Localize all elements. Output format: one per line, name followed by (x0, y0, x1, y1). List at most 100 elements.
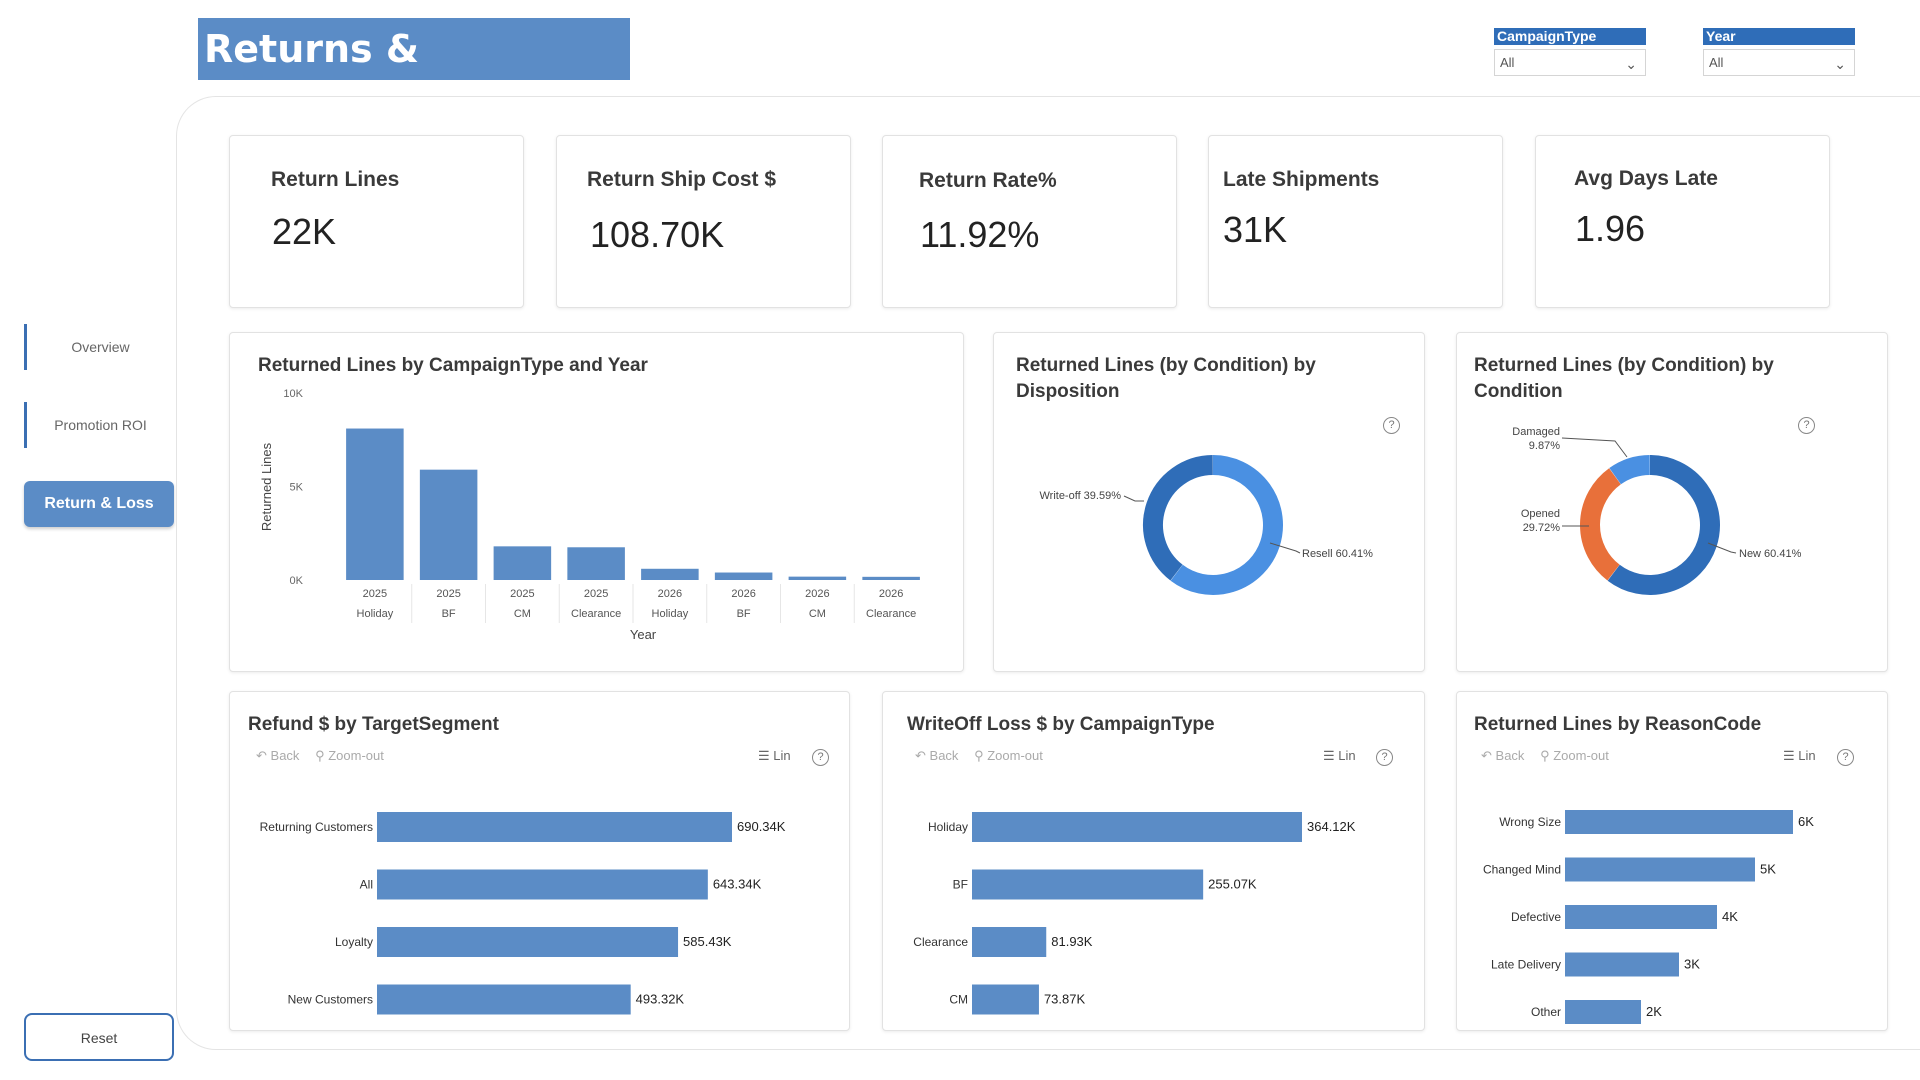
nav-promotion-roi-button[interactable]: Promotion ROI (24, 402, 174, 448)
back-icon: ↶ (915, 748, 926, 763)
campaigntype-dropdown[interactable]: All ⌄ (1494, 49, 1646, 76)
help-icon[interactable]: ? (812, 749, 829, 766)
linear-scale-button[interactable]: ☰ Lin (758, 748, 791, 763)
donut-slice (1170, 455, 1283, 595)
zoom-out-icon: ⚲ (1540, 748, 1550, 763)
category-label: New Customers (288, 993, 373, 1007)
donut-svg: Resell 60.41% Write-off 39.59% (1039, 455, 1373, 595)
writeoff-loss-by-campaigntype-chart[interactable]: WriteOff Loss $ by CampaignType ↶ Back ⚲… (882, 691, 1425, 1031)
bar (972, 984, 1039, 1015)
bar-chart-svg: Returning Customers 690.34K All 643.34K Loya… (260, 812, 786, 1015)
chevron-down-icon[interactable]: ⌄ (1834, 56, 1846, 72)
returned-lines-by-campaign-year-chart[interactable]: Returned Lines by CampaignType and Year … (229, 332, 964, 672)
slice-label: Resell 60.41% (1302, 548, 1373, 560)
x-tick-label: 2026 (879, 588, 903, 600)
linear-scale-button[interactable]: ☰ Lin (1323, 748, 1356, 763)
data-label: 690.34K (737, 819, 786, 834)
back-button[interactable]: ↶ Back (1481, 748, 1525, 763)
x-tick-label: CM (809, 608, 826, 620)
page-title: Returns & Disposals (198, 18, 630, 133)
returned-lines-by-reasoncode-chart[interactable]: Returned Lines by ReasonCode ↶ Back ⚲ Zo… (1456, 691, 1888, 1031)
data-label: 5K (1760, 862, 1776, 877)
kpi-label: Late Shipments (1223, 168, 1380, 191)
help-icon[interactable]: ? (1383, 417, 1400, 434)
back-icon: ↶ (256, 748, 267, 763)
category-label: BF (953, 878, 968, 892)
data-label: 255.07K (1208, 877, 1257, 892)
category-label: Late Delivery (1491, 958, 1561, 972)
category-label: Returning Customers (260, 820, 373, 834)
bar (972, 812, 1302, 842)
chevron-down-icon[interactable]: ⌄ (1625, 56, 1637, 72)
donut-slice (1143, 455, 1214, 581)
campaigntype-slicer[interactable]: CampaignType All ⌄ (1494, 28, 1646, 76)
x-tick-label: 2025 (436, 588, 460, 600)
y-axis-title: Returned Lines (259, 442, 274, 531)
help-icon[interactable]: ? (1837, 749, 1854, 766)
bar (862, 576, 920, 580)
x-tick-label: 2026 (658, 588, 682, 600)
bar-chart-svg: Wrong Size 6K Changed Mind 5K Defective 4K Lat… (1483, 810, 1814, 1024)
refund-by-targetsegment-chart[interactable]: Refund $ by TargetSegment ↶ Back ⚲ Zoom-… (229, 691, 850, 1031)
kpi-card-late-shipments: Late Shipments 31K (1208, 135, 1503, 308)
year-dropdown[interactable]: All ⌄ (1703, 49, 1855, 76)
y-tick-label: 10K (283, 388, 303, 400)
visual-toolbar: ↶ Back ⚲ Zoom-out (256, 748, 384, 764)
kpi-card-avg-days-late: Avg Days Late 1.96 (1535, 135, 1830, 308)
bar (1565, 857, 1755, 882)
category-label: Holiday (928, 820, 968, 834)
data-label: 3K (1684, 957, 1700, 972)
help-icon[interactable]: ? (1798, 417, 1815, 434)
slicer-header: CampaignType (1494, 28, 1646, 45)
category-label: Clearance (913, 935, 968, 949)
reset-button[interactable]: Reset (24, 1013, 174, 1061)
kpi-label: Return Lines (271, 168, 400, 191)
zoom-out-button[interactable]: ⚲ Zoom-out (315, 748, 384, 763)
data-label: 4K (1722, 909, 1738, 924)
x-tick-label: BF (442, 608, 456, 620)
bar (1565, 810, 1793, 834)
data-label: 643.34K (713, 877, 762, 892)
condition-donut-chart[interactable]: Returned Lines (by Condition) by Conditi… (1456, 332, 1888, 672)
disposition-donut-chart[interactable]: Returned Lines (by Condition) by Disposi… (993, 332, 1425, 672)
kpi-value: 108.70K (590, 214, 725, 255)
donut-slice (1580, 468, 1622, 581)
bar (377, 927, 679, 957)
back-button[interactable]: ↶ Back (256, 748, 300, 763)
kpi-value: 31K (1223, 209, 1288, 250)
zoom-out-button[interactable]: ⚲ Zoom-out (1540, 748, 1609, 763)
kpi-value: 11.92% (920, 214, 1040, 255)
slicer-value: All (1709, 55, 1724, 70)
help-icon[interactable]: ? (1376, 749, 1393, 766)
chart-title: Returned Lines (by Condition) by Disposi… (1016, 355, 1316, 402)
bar (641, 568, 699, 580)
data-label: 2K (1646, 1004, 1662, 1019)
linear-scale-button[interactable]: ☰ Lin (1783, 748, 1816, 763)
bar (788, 576, 847, 580)
year-slicer[interactable]: Year All ⌄ (1703, 28, 1855, 76)
slice-label: Damaged (1512, 426, 1560, 438)
report-canvas (176, 96, 1920, 1050)
bar (1565, 952, 1679, 977)
chart-title: Returned Lines (by Condition) by Conditi… (1474, 355, 1774, 402)
category-label: Other (1531, 1005, 1561, 1019)
column-chart-svg: 0K 5K 10K Returned Lines 2025 Holiday 2025 BF 20… (259, 388, 920, 642)
kpi-card-return-rate: Return Rate% 11.92% (882, 135, 1177, 308)
kpi-card-return-ship-cost: Return Ship Cost $ 108.70K (556, 135, 851, 308)
slicer-value: All (1500, 55, 1515, 70)
bar (972, 869, 1204, 900)
chart-title: WriteOff Loss $ by CampaignType (907, 714, 1215, 735)
slice-label: Write-off 39.59% (1039, 490, 1121, 502)
x-tick-label: Holiday (357, 608, 394, 620)
y-tick-label: 0K (290, 575, 304, 587)
bar (493, 546, 552, 580)
nav-return-loss-button[interactable]: Return & Loss (24, 481, 174, 527)
nav-overview-button[interactable]: Overview (24, 324, 174, 370)
x-tick-label: BF (737, 608, 751, 620)
slice-label: 29.72% (1523, 522, 1561, 534)
zoom-out-button[interactable]: ⚲ Zoom-out (974, 748, 1043, 763)
back-button[interactable]: ↶ Back (915, 748, 959, 763)
bar (1565, 905, 1717, 929)
data-label: 81.93K (1051, 934, 1093, 949)
x-tick-label: 2026 (731, 588, 755, 600)
